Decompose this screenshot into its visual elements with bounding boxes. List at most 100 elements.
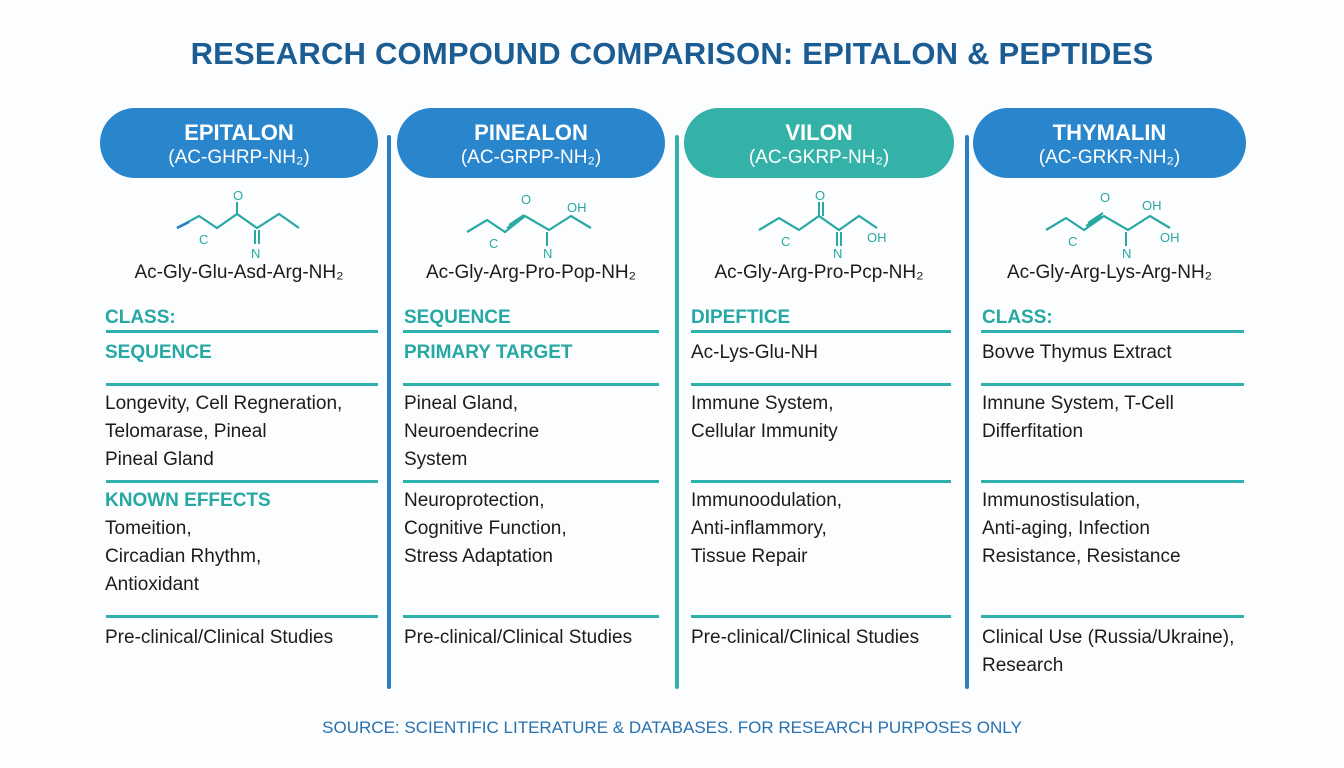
compound-column: THYMALIN (AC-GRKR-NH₂) O C N OH OH Ac-Gly-Arg… <box>973 0 1246 768</box>
atom-label: O <box>1100 190 1110 205</box>
molecule-structure-icon: O C N OH OH <box>1044 190 1180 260</box>
table-cell: KNOWN EFFECTS Tomeition, Circadian Rhythm,… <box>105 487 378 599</box>
table-cell: Clinical Use (Russia/Ukraine), Research <box>982 624 1246 680</box>
cell-text: Pineal Gland, <box>404 393 519 414</box>
compound-name: THYMALIN <box>1052 120 1167 145</box>
row-label: KNOWN EFFECTS <box>105 490 271 511</box>
atom-label: N <box>833 246 842 260</box>
compound-formula: (AC-GKRP-NH₂) <box>748 147 890 168</box>
atom-label: O <box>521 192 531 207</box>
atom-label: N <box>1122 246 1131 260</box>
row-divider <box>981 480 1244 483</box>
column-divider <box>387 135 391 689</box>
table-cell: PRIMARY TARGET <box>404 339 665 367</box>
row-divider <box>691 330 951 333</box>
cell-text: Pineal Gland <box>105 449 214 470</box>
table-cell: DIPEFTICE <box>691 304 954 332</box>
atom-label: C <box>199 232 208 247</box>
compound-header-pill: VILON (AC-GKRP-NH₂) <box>684 108 954 178</box>
row-divider <box>403 480 659 483</box>
table-cell: CLASS: <box>105 304 378 332</box>
row-divider <box>403 615 659 618</box>
cell-text: Ac-Lys-Glu-NH <box>691 342 819 363</box>
table-cell: Pre-clinical/Clinical Studies <box>105 624 378 652</box>
cell-text: Clinical Use (Russia/Ukraine), <box>982 627 1235 648</box>
compound-header-pill: THYMALIN (AC-GRKR-NH₂) <box>973 108 1246 178</box>
cell-text: Pre-clinical/Clinical Studies <box>691 627 920 648</box>
cell-text: Tomeition, <box>105 518 192 539</box>
compound-header-pill: PINEALON (AC-GRPP-NH₂) <box>397 108 665 178</box>
molecule-structure-icon: O C N <box>176 188 300 260</box>
compound-name: VILON <box>785 120 853 145</box>
row-label: PRIMARY TARGET <box>404 342 573 363</box>
cell-text: Antioxidant <box>105 574 200 595</box>
compound-formula: (AC-GHRP-NH₂) <box>168 147 310 168</box>
row-divider <box>403 383 659 386</box>
table-cell: Neuroprotection, Cognitive Function, Stres… <box>404 487 665 571</box>
amino-acid-sequence: Ac-Gly-Glu-Asd-Arg-NH₂ <box>134 262 344 283</box>
row-divider <box>403 330 659 333</box>
row-label: DIPEFTICE <box>691 307 791 328</box>
table-cell: Ac-Lys-Glu-NH <box>691 339 954 367</box>
source-footer: SOURCE: SCIENTIFIC LITERATURE & DATABASE… <box>322 718 1022 737</box>
column-divider <box>965 135 969 689</box>
row-divider <box>691 480 951 483</box>
row-divider <box>981 615 1244 618</box>
molecule-structure-icon: O C N OH <box>466 192 592 260</box>
table-cell: Pre-clinical/Clinical Studies <box>691 624 954 652</box>
page-title: RESEARCH COMPOUND COMPARISON: EPITALON &… <box>190 36 1154 71</box>
atom-label: OH <box>1142 198 1162 213</box>
compound-formula: (AC-GRKR-NH₂) <box>1038 147 1181 168</box>
cell-text: Pre-clinical/Clinical Studies <box>105 627 334 648</box>
cell-text: Anti-aging, Infection <box>982 518 1150 539</box>
amino-acid-sequence: Ac-Gly-Arg-Lys-Arg-NH₂ <box>1006 262 1213 283</box>
cell-text: Immunostisulation, <box>982 490 1141 511</box>
cell-text: Tissue Repair <box>691 546 808 567</box>
cell-text: Immunoodulation, <box>691 490 843 511</box>
table-cell: Pineal Gland, Neuroendecrine System <box>404 390 665 474</box>
row-divider <box>691 383 951 386</box>
table-cell: Imnune System, T-Cell Differfitation <box>982 390 1246 446</box>
row-label: CLASS: <box>105 307 176 328</box>
column-divider <box>675 135 679 689</box>
cell-text: Neuroendecrine <box>404 421 540 442</box>
cell-text: Differfitation <box>982 421 1084 442</box>
atom-label: N <box>543 246 552 260</box>
atom-label: N <box>251 246 260 260</box>
cell-text: Cellular Immunity <box>691 421 838 442</box>
row-label: CLASS: <box>982 307 1053 328</box>
row-divider <box>106 330 378 333</box>
cell-text: System <box>404 449 468 470</box>
compound-name: PINEALON <box>474 120 588 145</box>
cell-text: Research <box>982 655 1064 676</box>
amino-acid-sequence: Ac-Gly-Arg-Pro-Pop-NH₂ <box>425 262 637 283</box>
cell-text: Bovve Thymus Extract <box>982 342 1172 363</box>
table-cell: Pre-clinical/Clinical Studies <box>404 624 665 652</box>
table-cell: Immune System, Cellular Immunity <box>691 390 954 446</box>
atom-label: OH <box>1160 230 1180 245</box>
atom-label: C <box>1068 234 1077 249</box>
compound-formula: (AC-GRPP-NH₂) <box>460 147 602 168</box>
cell-text: Cognitive Function, <box>404 518 567 539</box>
atom-label: OH <box>867 230 887 245</box>
table-cell: Immunostisulation, Anti-aging, Infection R… <box>982 487 1246 571</box>
cell-text: Anti-inflammory, <box>691 518 827 539</box>
cell-text: Longevity, Cell Regneration, <box>105 393 343 414</box>
table-cell: Longevity, Cell Regneration, Telomarase, … <box>105 390 378 474</box>
cell-text: Imnune System, T-Cell <box>982 393 1174 414</box>
cell-text: Telomarase, Pineal <box>105 421 267 442</box>
row-divider <box>106 615 378 618</box>
table-cell: SEQUENCE <box>404 304 665 332</box>
cell-text: Stress Adaptation <box>404 546 553 567</box>
cell-text: Circadian Rhythm, <box>105 546 262 567</box>
atom-label: C <box>489 236 498 251</box>
molecule-structure-icon: O C N OH <box>758 188 887 260</box>
row-divider <box>981 330 1244 333</box>
compound-column: PINEALON (AC-GRPP-NH₂) O C N OH Ac-Gly-Arg-P… <box>397 0 665 768</box>
cell-text: Pre-clinical/Clinical Studies <box>404 627 633 648</box>
row-divider <box>981 383 1244 386</box>
table-cell: Immunoodulation, Anti-inflammory, Tissue R… <box>691 487 954 571</box>
compound-column: EPITALON (AC-GHRP-NH₂) O C N Ac-Gly-Glu-Asd… <box>100 0 378 768</box>
cell-text: Neuroprotection, <box>404 490 545 511</box>
table-cell: Bovve Thymus Extract <box>982 339 1246 367</box>
